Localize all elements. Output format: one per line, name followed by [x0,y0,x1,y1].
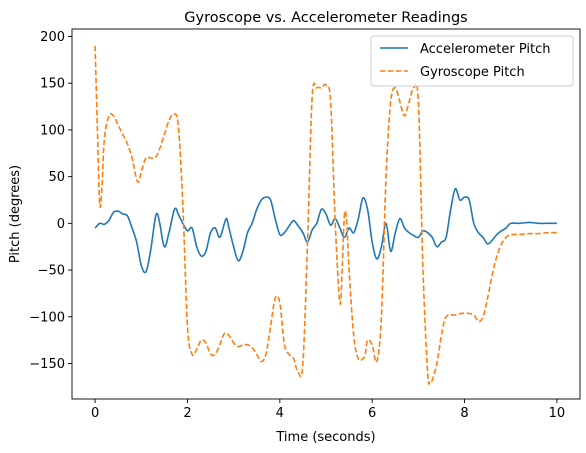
series-layer [94,45,557,385]
legend-label-gyroscope: Gyroscope Pitch [420,65,525,80]
chart-title: Gyroscope vs. Accelerometer Readings [184,10,467,26]
y-tick-label: 0 [57,217,65,232]
y-tick-label: 200 [40,30,65,45]
x-tick-label: 0 [91,406,99,421]
series-line-gyroscope-pitch [94,45,557,385]
y-tick-label: −50 [38,264,65,279]
x-tick-label: 10 [549,406,566,421]
y-tick-label: 150 [40,77,65,92]
y-axis: −150 −100 −50 0 50 100 150 200 [29,30,72,372]
y-tick-label: 50 [48,170,65,185]
y-tick-label: −150 [29,357,65,372]
y-tick-label: 100 [40,123,65,138]
x-tick-label: 8 [460,406,468,421]
legend-label-accelerometer: Accelerometer Pitch [420,42,550,57]
axes-frame [71,28,581,400]
x-axis-label: Time (seconds) [275,430,375,445]
y-axis-label: Pitch (degrees) [8,165,23,263]
y-tick-label: −100 [29,310,65,325]
legend: Accelerometer Pitch Gyroscope Pitch [370,35,574,87]
legend-box [370,35,574,87]
x-tick-label: 6 [368,406,376,421]
plot-area [71,28,581,400]
x-tick-label: 2 [183,406,191,421]
x-axis: 0 2 4 6 8 10 [91,399,565,421]
x-tick-label: 4 [276,406,284,421]
